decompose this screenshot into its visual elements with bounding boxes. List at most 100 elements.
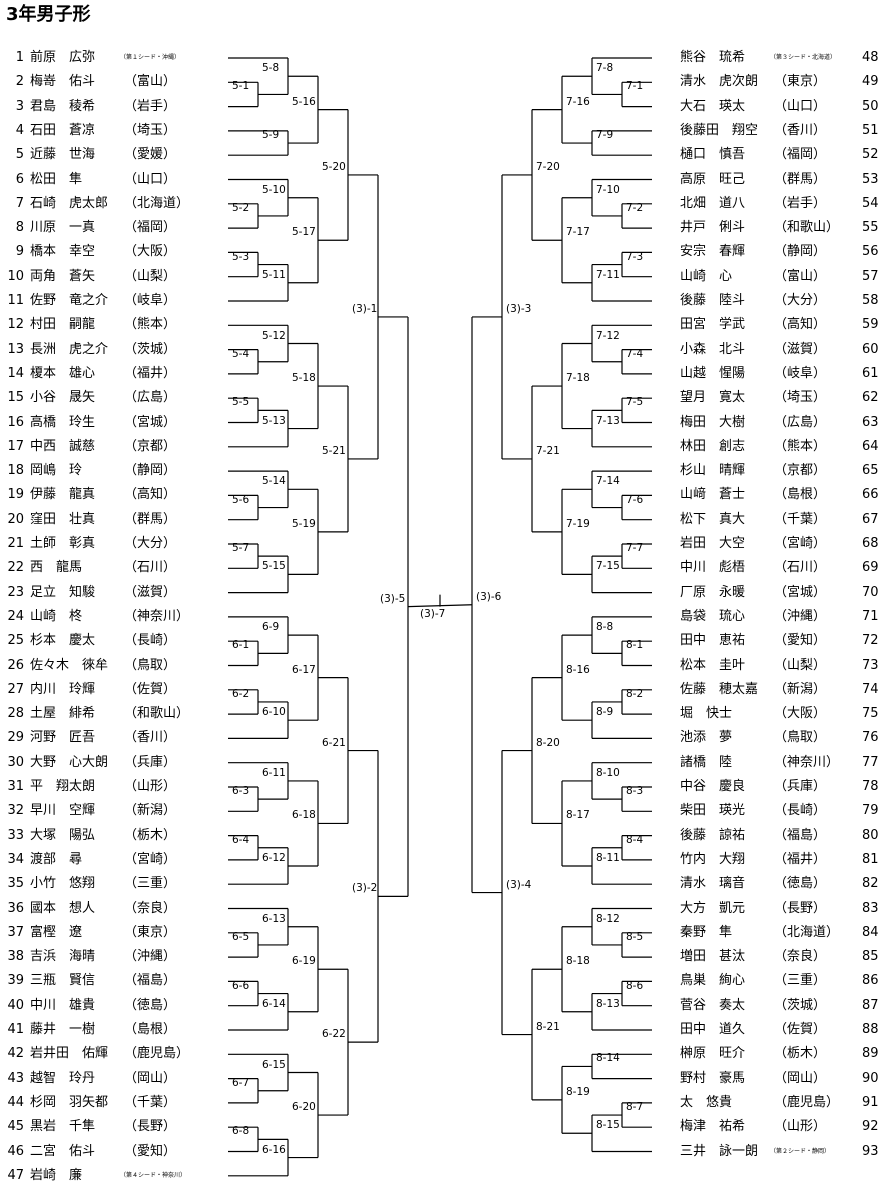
match-label: 8-13 [596,997,620,1010]
player-name: 小竹 悠翔 [30,876,96,892]
prefecture: （岩手） [124,98,177,114]
entry-row: 10 両角 蒼矢 （山梨） [0,265,890,289]
entry-number: 42 [7,1046,24,1062]
entry-row: 42 岩井田 佑輝 （鹿児島） [0,1042,890,1066]
player-name: 國本 想人 [30,900,96,916]
entry-number: 68 [862,536,879,551]
prefecture: （大分） [124,536,177,551]
prefecture: （岡山） [774,1070,827,1086]
player-name: 高原 旺己 [680,171,746,187]
match-label: 8-4 [626,833,644,846]
seed-note: （第１シード・沖縄） [120,54,181,61]
entry-number: 53 [862,171,879,187]
prefecture: （福井） [124,365,177,381]
prefecture: （栃木） [774,1046,827,1062]
entry-row: 55 井戸 俐斗 （和歌山） [0,216,890,240]
entry-row: 49 清水 虎次朗 （東京） [0,70,890,94]
entry-number: 35 [7,876,24,892]
match-label: 7-16 [566,95,590,108]
prefecture: （宮城） [124,414,177,430]
player-name: 林田 創志 [680,438,746,454]
entry-number: 52 [862,147,879,163]
match-label: 7-19 [566,517,590,530]
entry-row: 87 菅谷 奏太 （茨城） [0,994,890,1018]
prefecture: （大分） [774,293,827,308]
entry-number: 47 [7,1167,24,1183]
player-name: 清水 璃音 [680,876,746,892]
prefecture: （徳島） [774,876,827,892]
entry-number: 32 [7,803,24,819]
prefecture: （新潟） [124,803,177,819]
prefecture: （大阪） [774,706,827,722]
match-label: (3)-6 [476,590,502,603]
prefecture: （群馬） [124,511,177,527]
entry-row: 4 石田 蒼凉 （埼玉） [0,119,890,143]
player-name: 田中 恵祐 [680,633,746,649]
prefecture: （岡山） [124,1070,177,1086]
player-name: 河野 匠吾 [30,730,96,746]
entry-row: 74 佐藤 穂太嘉 （新潟） [0,678,890,702]
entry-number: 88 [862,1022,879,1037]
player-name: 小谷 晟矢 [30,390,96,406]
prefecture: （和歌山） [124,706,190,722]
prefecture: （愛媛） [124,147,177,163]
prefecture: （鳥取） [124,657,177,673]
entry-row: 15 小谷 晟矢 （広島） [0,386,890,410]
entry-number: 27 [7,681,24,697]
prefecture: （北海道） [774,924,840,940]
player-name: 早川 空輝 [30,803,96,819]
player-name: 松本 圭叶 [680,657,746,673]
player-name: 野村 豪馬 [680,1070,746,1086]
player-name: 大石 瑛太 [680,98,746,114]
match-label: 7-15 [596,560,620,573]
entry-number: 39 [7,973,24,989]
prefecture: （広島） [774,414,827,430]
player-name: 伊藤 龍真 [30,487,96,503]
player-name: 田宮 学武 [680,317,746,333]
entry-number: 71 [862,608,879,624]
prefecture: （群馬） [774,171,827,187]
entry-number: 91 [862,1094,879,1110]
match-label: 6-11 [262,766,286,779]
entry-row: 85 増田 甚汰 （奈良） [0,945,890,969]
match-label: 6-15 [262,1058,286,1071]
player-name: 窪田 壮真 [30,511,96,527]
entry-row: 21 土師 彰真 （大分） [0,532,890,556]
entry-row: 79 柴田 瑛光 （長崎） [0,799,890,823]
match-label: 5-5 [232,396,250,409]
prefecture: （神奈川） [124,608,190,624]
entry-row: 80 後藤 諒祐 （福島） [0,824,890,848]
entry-row: 72 田中 恵祐 （愛知） [0,629,890,653]
player-name: 君島 稜希 [30,98,96,114]
prefecture: （鹿児島） [774,1094,840,1110]
entry-row: 61 山越 惺陽 （岐阜） [0,362,890,386]
entry-row: 63 梅田 大樹 （広島） [0,411,890,435]
player-name: 鳥巣 絢心 [680,973,746,989]
player-name: 熊谷 琉希 [680,50,746,65]
prefecture: （静岡） [124,463,177,479]
entry-row: 37 富樫 遼 （東京） [0,921,890,945]
entry-row: 45 黒岩 千隼 （長野） [0,1115,890,1139]
prefecture: （福岡） [124,220,177,236]
entry-row: 54 北畑 道八 （岩手） [0,192,890,216]
player-name: 大方 凱元 [680,900,746,916]
prefecture: （北海道） [124,195,190,211]
prefecture: （大阪） [124,244,177,260]
prefecture: （山梨） [774,657,827,673]
match-label: 7-9 [596,129,614,142]
entry-row: 40 中川 雄貴 （徳島） [0,994,890,1018]
entry-row: 14 榎本 雄心 （福井） [0,362,890,386]
match-label: 5-8 [262,62,280,75]
player-name: 内川 玲輝 [30,681,96,697]
entry-row: 52 樋口 慎吾 （福岡） [0,143,890,167]
entry-row: 28 土屋 緋希 （和歌山） [0,702,890,726]
entry-number: 8 [15,220,24,236]
entry-number: 62 [862,390,879,406]
entry-number: 26 [7,657,24,673]
entry-row: 89 榊原 旺介 （栃木） [0,1042,890,1066]
match-label: 6-13 [262,912,286,925]
match-label: (3)-2 [352,882,378,895]
prefecture: （高知） [124,487,177,503]
entry-number: 23 [7,584,24,600]
